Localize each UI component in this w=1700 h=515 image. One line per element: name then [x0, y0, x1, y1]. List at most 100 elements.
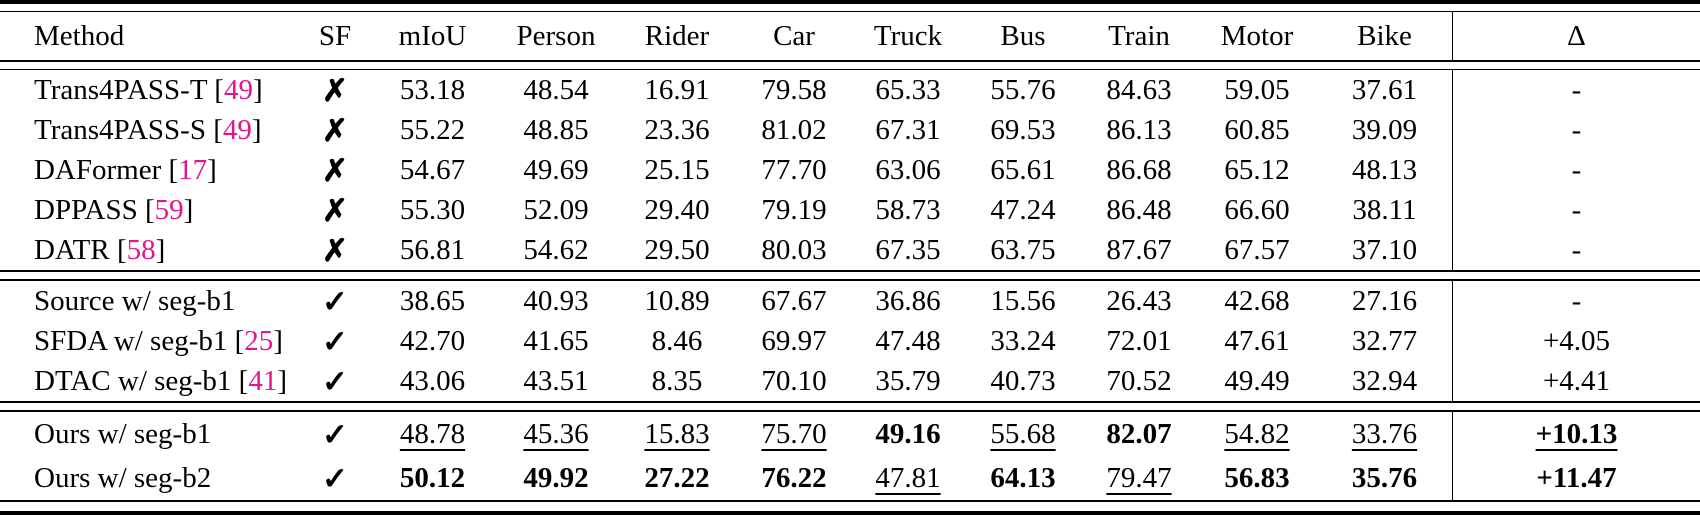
method-cell: Trans4PASS-T [49] — [0, 73, 300, 106]
citation-link[interactable]: 58 — [126, 233, 156, 266]
train-cell: 86.68 — [1106, 153, 1172, 186]
citation-link[interactable]: 59 — [154, 193, 184, 226]
sf-cross-icon: ✗ — [322, 72, 348, 108]
truck-cell: 47.48 — [875, 324, 941, 357]
truck-cell: 67.31 — [875, 113, 941, 146]
bus-cell: 55.76 — [990, 73, 1056, 106]
miou-cell: 50.12 — [399, 461, 466, 494]
method-name: Ours w/ seg-b2 — [34, 461, 212, 494]
train-cell: 72.01 — [1106, 324, 1172, 357]
sf-cross-icon: ✗ — [322, 152, 348, 188]
method-cell: DPPASS [59] — [0, 193, 300, 226]
method-name: Source w/ seg-b1 — [34, 284, 236, 317]
bus-cell: 65.61 — [990, 153, 1056, 186]
col-header-rider: Rider — [644, 19, 710, 52]
person-cell: 43.51 — [523, 364, 589, 397]
method-name: Trans4PASS-T [ — [34, 73, 224, 106]
bus-cell: 40.73 — [990, 364, 1056, 397]
rider-cell: 15.83 — [644, 417, 710, 450]
citation-link[interactable]: 49 — [222, 113, 252, 146]
col-header-truck: Truck — [873, 19, 943, 52]
citation-link[interactable]: 17 — [178, 153, 208, 186]
table-row-dtac: DTAC w/ seg-b1 [41] ✓ 43.06 43.51 8.35 7… — [0, 361, 1700, 401]
bus-cell: 64.13 — [990, 461, 1056, 494]
sf-check-icon: ✓ — [322, 460, 348, 496]
method-cell: Source w/ seg-b1 — [0, 284, 300, 317]
method-name-post: ] — [183, 193, 194, 226]
section-divider — [0, 270, 1700, 281]
motor-cell: 67.57 — [1224, 233, 1290, 266]
citation-link[interactable]: 25 — [244, 324, 274, 357]
bottom-rule — [0, 500, 1700, 515]
delta-cell: +4.41 — [1452, 361, 1700, 401]
citation-link[interactable]: 41 — [248, 364, 278, 397]
train-cell: 86.13 — [1106, 113, 1172, 146]
bike-cell: 32.77 — [1351, 324, 1418, 357]
car-cell: 81.02 — [761, 113, 827, 146]
delta-value: +11.47 — [1536, 461, 1617, 494]
truck-cell: 36.86 — [875, 284, 941, 317]
car-cell: 70.10 — [761, 364, 827, 397]
car-cell: 75.70 — [761, 417, 827, 450]
table-row-ours-b2: Ours w/ seg-b2 ✓ 50.12 49.92 27.22 76.22… — [0, 456, 1700, 500]
method-name-post: ] — [251, 113, 262, 146]
delta-cell: +4.05 — [1452, 321, 1700, 361]
bike-cell: 39.09 — [1351, 113, 1418, 146]
motor-cell: 65.12 — [1224, 153, 1290, 186]
method-name: DATR [ — [34, 233, 127, 266]
truck-cell: 65.33 — [875, 73, 941, 106]
train-cell: 70.52 — [1106, 364, 1172, 397]
car-cell: 79.19 — [761, 193, 827, 226]
bus-cell: 33.24 — [990, 324, 1056, 357]
delta-cell: - — [1452, 150, 1700, 190]
bike-cell: 33.76 — [1351, 417, 1418, 450]
col-header-bus: Bus — [1000, 19, 1046, 52]
rider-cell: 23.36 — [644, 113, 710, 146]
truck-cell: 47.81 — [875, 461, 941, 494]
bus-cell: 47.24 — [990, 193, 1056, 226]
bus-cell: 55.68 — [990, 417, 1056, 450]
method-cell: Ours w/ seg-b1 — [0, 419, 300, 449]
method-name: DTAC w/ seg-b1 [ — [34, 364, 249, 397]
table-row-ours-b1: Ours w/ seg-b1 ✓ 48.78 45.36 15.83 75.70… — [0, 412, 1700, 456]
bike-cell: 35.76 — [1351, 461, 1418, 494]
truck-cell: 58.73 — [875, 193, 941, 226]
bus-cell: 69.53 — [990, 113, 1056, 146]
col-header-delta: Δ — [1452, 12, 1700, 60]
motor-cell: 54.82 — [1224, 417, 1290, 450]
method-name-post: ] — [277, 364, 288, 397]
method-name-post: ] — [273, 324, 283, 357]
train-cell: 26.43 — [1106, 284, 1172, 317]
sf-check-icon: ✓ — [322, 323, 348, 359]
col-header-bike: Bike — [1357, 19, 1412, 52]
method-cell: DTAC w/ seg-b1 [41] — [0, 364, 300, 397]
motor-cell: 59.05 — [1224, 73, 1290, 106]
person-cell: 40.93 — [523, 284, 589, 317]
citation-link[interactable]: 49 — [223, 73, 253, 106]
rider-cell: 10.89 — [644, 284, 710, 317]
col-header-miou: mIoU — [398, 19, 467, 52]
person-cell: 52.09 — [523, 193, 589, 226]
col-header-sf: SF — [318, 19, 352, 52]
train-cell: 79.47 — [1106, 461, 1172, 494]
truck-cell: 35.79 — [875, 364, 941, 397]
motor-cell: 66.60 — [1224, 193, 1290, 226]
car-cell: 76.22 — [761, 461, 827, 494]
method-cell: Ours w/ seg-b2 — [0, 461, 300, 494]
method-cell: SFDA w/ seg-b1 [25] — [0, 324, 300, 357]
bus-cell: 15.56 — [990, 284, 1056, 317]
train-cell: 87.67 — [1106, 233, 1172, 266]
header-rule — [0, 60, 1700, 70]
truck-cell: 49.16 — [875, 417, 941, 450]
col-header-motor: Motor — [1220, 19, 1294, 52]
car-cell: 79.58 — [761, 73, 827, 106]
table-row-dppass: DPPASS [59] ✗ 55.30 52.09 29.40 79.19 58… — [0, 190, 1700, 230]
train-cell: 82.07 — [1106, 417, 1172, 450]
table-header-row: Method SF mIoU Person Rider Car Truck Bu… — [0, 12, 1700, 60]
motor-cell: 60.85 — [1224, 113, 1290, 146]
miou-cell: 42.70 — [399, 324, 466, 357]
method-name-post: ] — [252, 73, 263, 106]
bus-cell: 63.75 — [990, 233, 1056, 266]
rider-cell: 29.40 — [644, 193, 710, 226]
bike-cell: 27.16 — [1351, 284, 1418, 317]
